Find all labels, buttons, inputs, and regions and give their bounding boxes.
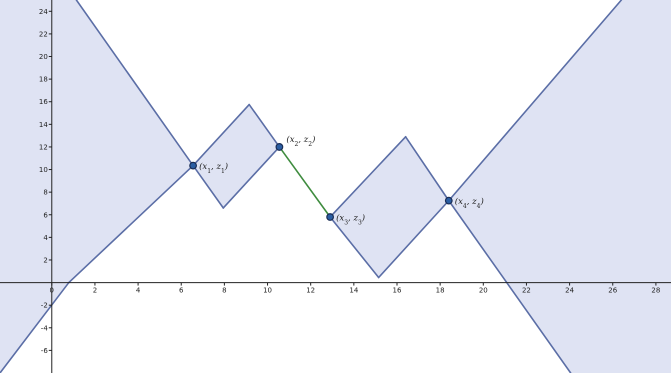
label-part: ) <box>311 134 315 145</box>
label-part: ( <box>199 161 203 172</box>
y-tick-label: 24 <box>39 8 48 16</box>
y-tick-label: -6 <box>41 347 49 355</box>
label-part: ) <box>361 213 365 224</box>
label-part: 1 <box>221 168 225 175</box>
x-tick-label: 4 <box>136 287 141 295</box>
x-tick-label: 28 <box>651 287 660 295</box>
y-tick-label: 8 <box>43 189 47 197</box>
x-tick-label: 6 <box>179 287 184 295</box>
label-part: , <box>467 197 472 207</box>
y-tick-label: 10 <box>39 166 48 174</box>
label-part: ) <box>224 161 228 172</box>
region-1 <box>0 0 194 373</box>
label-part: 2 <box>295 140 299 147</box>
label-part: 4 <box>477 203 481 210</box>
x-tick-label: 16 <box>393 287 402 295</box>
segment-layer <box>278 146 331 218</box>
region-2-edge <box>248 103 281 148</box>
label-part: 4 <box>463 203 467 210</box>
label-part: , <box>298 135 303 145</box>
green-segment <box>278 146 331 218</box>
y-tick-label: 12 <box>39 143 48 151</box>
label-part: x <box>290 135 295 145</box>
x-tick-label: 22 <box>522 287 531 295</box>
region-3-edge <box>377 199 450 279</box>
y-tick-label: -4 <box>41 324 49 332</box>
x-tick-label: 24 <box>565 287 574 295</box>
y-tick-label: 22 <box>39 30 48 38</box>
label-part: ( <box>455 196 459 207</box>
points-layer: (x1, z1)(x2, z2)(x3, z3)(x4, z4) <box>189 134 484 227</box>
region-1-edge <box>0 281 70 373</box>
label-part: z <box>303 135 309 145</box>
label-part: 3 <box>344 219 348 226</box>
label-part: , <box>211 162 216 172</box>
region-3-edge <box>329 216 380 279</box>
region-3 <box>330 136 449 278</box>
y-tick-label: -2 <box>41 302 48 310</box>
x-tick-label: 12 <box>306 287 315 295</box>
y-tick-label: 6 <box>43 211 48 219</box>
x-tick-label: 14 <box>349 287 358 295</box>
label-part: , <box>348 214 353 224</box>
y-tick-label: 16 <box>39 98 48 106</box>
label-part: z <box>471 197 477 207</box>
label-part: ( <box>286 134 290 145</box>
point-4 <box>444 196 453 205</box>
x-tick-label: 18 <box>436 287 445 295</box>
region-2 <box>193 104 280 208</box>
label-part: z <box>215 162 221 172</box>
region-3-edge <box>329 135 407 218</box>
point-label-1: (x1, z1) <box>199 161 228 175</box>
region-1-edge <box>75 0 194 167</box>
point-label-3: (x3, z3) <box>336 213 365 227</box>
x-tick-label: 0 <box>50 287 54 295</box>
region-1-edge <box>68 164 194 284</box>
label-part: z <box>352 214 358 224</box>
label-part: ( <box>336 213 340 224</box>
y-tick-label: 4 <box>43 234 48 242</box>
y-tick-label: 2 <box>43 256 47 264</box>
region-2-edge <box>192 164 225 209</box>
point-3 <box>326 213 335 221</box>
label-part: x <box>458 197 463 207</box>
label-part: 2 <box>308 140 312 147</box>
point-2 <box>275 143 284 151</box>
label-part: ) <box>479 196 483 207</box>
region-4 <box>448 0 671 373</box>
label-part: x <box>202 162 207 172</box>
region-2-edge <box>192 103 250 167</box>
point-label-2: (x2, z2) <box>286 134 315 148</box>
y-tick-label: 18 <box>39 76 48 84</box>
point-label-4: (x4, z4) <box>455 196 484 210</box>
region-4-edge <box>447 199 572 373</box>
x-tick-label: 8 <box>222 287 226 295</box>
x-tick-label: 10 <box>263 287 272 295</box>
y-tick-label: 20 <box>39 53 48 61</box>
x-tick-label: 20 <box>479 287 488 295</box>
label-part: 3 <box>358 219 362 226</box>
label-part: 1 <box>207 168 211 175</box>
region-2-edge <box>222 146 281 209</box>
region-4-edge <box>447 0 623 202</box>
x-tick-label: 2 <box>93 287 97 295</box>
y-tick-label: 14 <box>39 121 48 129</box>
x-tick-label: 26 <box>608 287 617 295</box>
point-1 <box>189 161 198 170</box>
region-3-edge <box>404 135 450 202</box>
label-part: x <box>339 214 344 224</box>
